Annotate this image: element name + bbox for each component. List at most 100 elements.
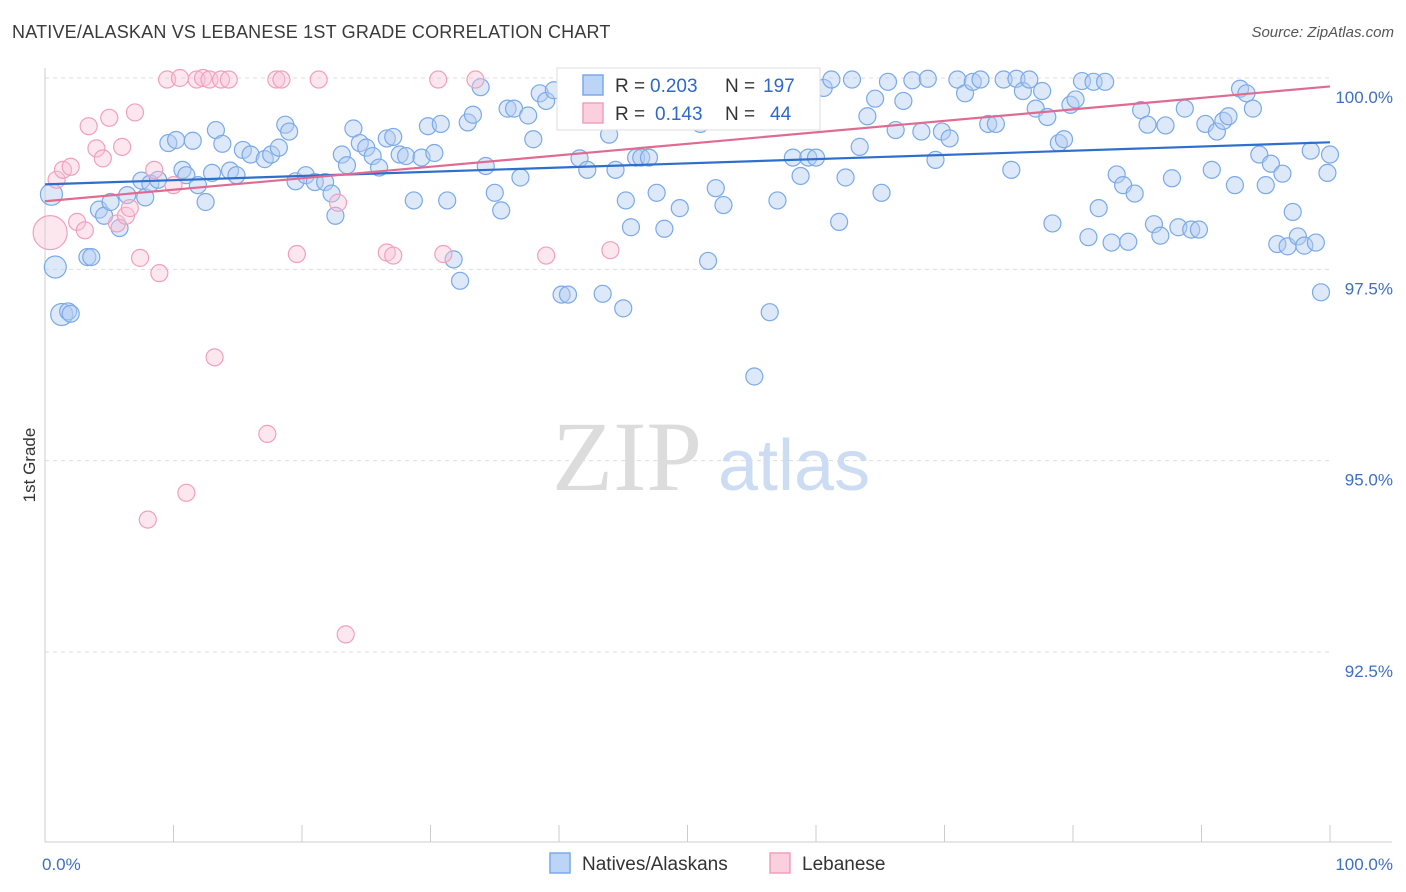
natives-point-85 (621, 218, 641, 237)
natives-point-173 (1225, 176, 1245, 195)
natives-point-50 (390, 145, 409, 164)
natives-point-165 (1175, 99, 1194, 118)
lebanese-point-7 (87, 139, 106, 158)
legend-n-natives: 197 (763, 76, 795, 97)
natives-point-154 (1107, 165, 1126, 184)
natives-point-163 (1162, 169, 1182, 188)
lebanese-point-27 (211, 70, 231, 89)
natives-point-44 (350, 133, 369, 153)
bottom-legend-swatch-lebanese (769, 852, 791, 874)
natives-point-29 (241, 145, 260, 164)
legend-swatch-natives (582, 74, 604, 96)
natives-point-41 (332, 145, 351, 164)
natives-point-120 (878, 72, 898, 91)
natives-point-75 (558, 285, 578, 304)
legend-r-lebanese: 0.143 (655, 104, 703, 125)
natives-point-1 (43, 255, 67, 279)
natives-point-124 (912, 122, 931, 141)
natives-point-107 (783, 148, 802, 167)
lebanese-point-8 (93, 149, 112, 168)
natives-point-59 (450, 271, 470, 290)
natives-point-83 (614, 299, 633, 318)
natives-point-178 (1256, 176, 1275, 195)
natives-point-34 (280, 122, 299, 141)
lebanese-point-35 (336, 625, 355, 644)
natives-point-65 (492, 201, 511, 220)
natives-point-31 (262, 145, 281, 164)
natives-point-160 (1144, 215, 1164, 234)
natives-point-58 (444, 250, 463, 269)
natives-point-46 (363, 146, 382, 166)
series-legend: Natives/Alaskans Lebanese (549, 852, 885, 875)
natives-point-55 (425, 143, 444, 163)
lebanese-point-22 (177, 483, 196, 502)
x-tick-label-1: 100.0% (1335, 855, 1393, 874)
natives-point-153 (1102, 233, 1121, 252)
natives-point-69 (519, 106, 538, 125)
natives-point-89 (647, 183, 666, 202)
natives-point-70 (524, 130, 543, 149)
natives-point-20 (183, 131, 202, 150)
natives-point-48 (377, 129, 396, 148)
natives-point-151 (1089, 199, 1108, 218)
natives-point-185 (1295, 236, 1314, 255)
natives-point-90 (655, 219, 674, 238)
y-tick-label-2: 95.0% (1345, 471, 1393, 490)
natives-point-167 (1189, 220, 1209, 239)
natives-point-133 (979, 114, 998, 134)
lebanese-point-28 (219, 70, 238, 89)
natives-point-78 (578, 160, 597, 179)
lebanese-point-29 (258, 424, 277, 443)
natives-point-188 (1311, 283, 1331, 302)
watermark-zip: ZIP (552, 401, 702, 512)
natives-point-162 (1156, 116, 1175, 135)
natives-point-6 (82, 247, 101, 267)
lebanese-point-21 (170, 68, 190, 88)
legend-n-label-lebanese: N = (725, 104, 755, 125)
natives-point-117 (858, 107, 877, 126)
natives-point-9 (101, 192, 120, 212)
natives-point-27 (227, 166, 246, 185)
natives-point-134 (986, 114, 1006, 134)
natives-point-166 (1182, 220, 1201, 239)
lebanese-point-3 (61, 157, 80, 176)
natives-point-186 (1301, 141, 1320, 160)
axes (44, 68, 1392, 843)
natives-point-5 (78, 247, 97, 267)
natives-point-110 (806, 148, 826, 167)
lebanese-point-13 (120, 199, 139, 218)
watermark-atlas: atlas (718, 426, 870, 506)
natives-point-115 (842, 70, 862, 89)
natives-point-52 (404, 191, 423, 210)
natives-point-30 (255, 150, 274, 169)
natives-point-119 (872, 183, 891, 202)
y-tick-label-3: 92.5% (1345, 662, 1393, 681)
lebanese-point-18 (150, 264, 169, 283)
natives-point-68 (511, 168, 530, 187)
natives-point-102 (745, 367, 764, 386)
lebanese-point-17 (145, 160, 164, 179)
natives-point-149 (1079, 228, 1098, 247)
legend-n-label-natives: N = (725, 76, 755, 97)
natives-point-57 (438, 191, 457, 210)
natives-point-129 (948, 70, 967, 89)
natives-point-3 (59, 302, 78, 321)
natives-point-127 (932, 122, 952, 141)
natives-point-136 (1002, 160, 1021, 179)
natives-point-82 (606, 160, 625, 179)
natives-point-189 (1318, 163, 1337, 183)
natives-point-113 (830, 212, 849, 231)
lebanese-point-30 (267, 70, 286, 89)
natives-point-39 (322, 184, 341, 203)
lebanese-point-42 (601, 241, 620, 260)
stats-legend: R = 0.203 N = 197 R = 0.143 N = 44 (556, 67, 821, 131)
legend-r-label-lebanese: R = (615, 104, 645, 125)
lebanese-point-26 (205, 348, 224, 367)
lebanese-point-32 (287, 244, 306, 264)
natives-point-169 (1202, 160, 1221, 179)
natives-point-135 (994, 70, 1013, 89)
natives-point-116 (850, 137, 869, 156)
natives-point-74 (552, 285, 571, 304)
natives-point-184 (1288, 227, 1307, 246)
